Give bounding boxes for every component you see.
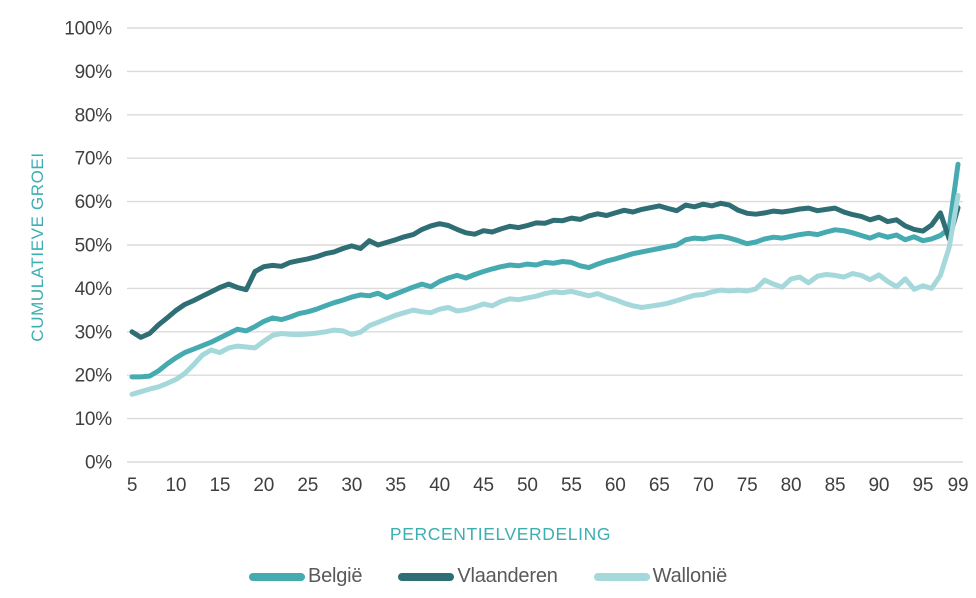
x-tick-label: 99	[948, 475, 969, 496]
y-tick-label: 70%	[75, 149, 113, 170]
wallonie-line-swatch	[593, 572, 650, 581]
x-tick-label: 25	[297, 475, 318, 496]
x-tick-label: 65	[649, 475, 670, 496]
x-tick-label: 35	[385, 475, 406, 496]
series-line-vlaanderen	[129, 200, 961, 340]
belgie-line-swatch	[248, 572, 305, 581]
line-chart-plot: 0% 10% 20% 30% 40% 50% 60% 70% 80% 90% 100% 5 10 15 20…	[64, 19, 969, 497]
x-tick-label: 80	[781, 475, 802, 496]
y-tick-label: 50%	[75, 236, 113, 257]
x-tick-label: 85	[825, 475, 846, 496]
y-tick-label: 30%	[75, 322, 113, 343]
x-tick-label: 55	[561, 475, 582, 496]
y-tick-label: 20%	[75, 366, 113, 387]
y-tick-label: 0%	[85, 453, 112, 474]
x-tick-label: 70	[693, 475, 714, 496]
x-tick-label: 10	[166, 475, 187, 496]
y-tick-label: 80%	[75, 105, 113, 126]
legend-label-vlaanderen: Vlaanderen	[457, 565, 558, 587]
vlaanderen-line-swatch	[398, 572, 455, 581]
x-axis-title: PERCENTIELVERDELING	[389, 524, 612, 544]
x-tick-label: 45	[473, 475, 494, 496]
x-tick-label: 20	[253, 475, 274, 496]
y-tick-label: 90%	[75, 62, 113, 83]
legend-item-vlaanderen: Vlaanderen	[398, 565, 558, 588]
legend-label-belgie: België	[307, 565, 363, 587]
x-tick-label: 75	[737, 475, 758, 496]
y-tick-label: 40%	[75, 279, 113, 300]
x-tick-label: 15	[210, 475, 231, 496]
x-tick-label: 95	[913, 475, 934, 496]
x-tick-label: 60	[605, 475, 626, 496]
legend-label-wallonie: Wallonië	[652, 565, 728, 587]
x-tick-label: 40	[429, 475, 450, 496]
x-tick-label: 90	[869, 475, 890, 496]
y-tick-label: 60%	[75, 192, 113, 213]
series-line-wallonie	[129, 193, 961, 397]
x-tick-label: 30	[341, 475, 362, 496]
legend: België Vlaanderen Wallonië	[0, 565, 976, 588]
x-tick-label: 5	[127, 475, 137, 496]
x-tick-label: 50	[517, 475, 538, 496]
y-tick-label: 10%	[75, 409, 113, 430]
legend-item-belgie: België	[248, 565, 363, 588]
series-line-belgie	[129, 161, 961, 380]
y-tick-label: 100%	[64, 19, 112, 40]
legend-item-wallonie: Wallonië	[593, 565, 728, 588]
